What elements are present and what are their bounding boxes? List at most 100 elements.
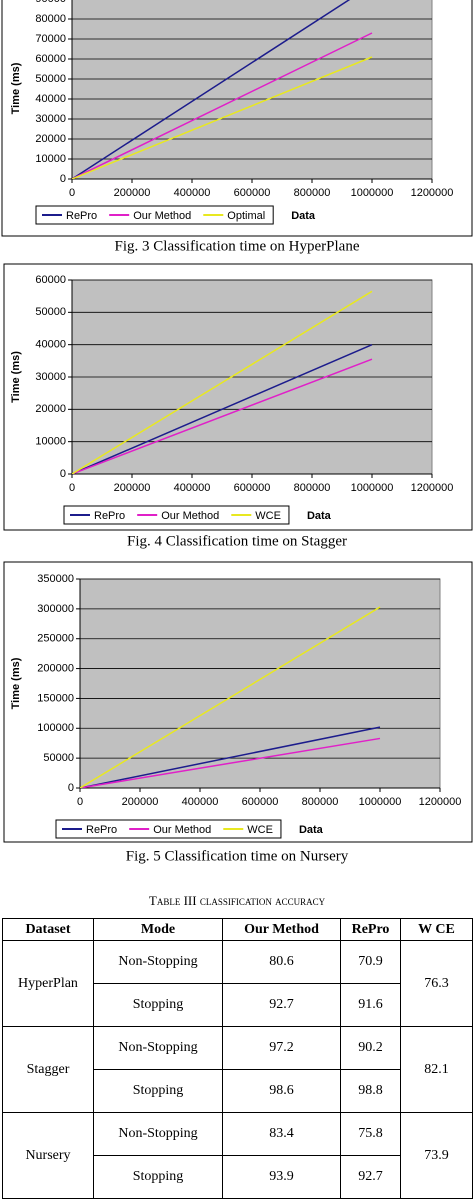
value-cell: 93.9 — [222, 1155, 341, 1199]
y-tick-label: 30000 — [35, 113, 66, 125]
y-axis-label: Time (ms) — [10, 62, 22, 114]
accuracy-table: Dataset Mode Our Method RePro W CE Hyper… — [2, 918, 473, 1199]
mode-cell: Non-Stopping — [93, 940, 223, 984]
figures: 0 10000 20000 30000 40000 50000 60000 70000 8000… — [1, 0, 473, 864]
x-tick-label: 800000 — [302, 796, 339, 808]
series-line — [72, 32, 373, 179]
legend-label: Our Method — [153, 824, 211, 836]
mode-cell: Non-Stopping — [93, 1112, 223, 1156]
series-line — [80, 737, 381, 788]
y-tick-label: 40000 — [35, 93, 66, 105]
x-axis-label: Data — [307, 510, 332, 522]
y-axis-label: Time (ms) — [10, 657, 22, 709]
y-tick-label: 50000 — [43, 752, 74, 764]
series-line — [80, 726, 381, 788]
header-cell: Dataset — [2, 918, 94, 941]
x-tick-label: 800000 — [294, 482, 331, 494]
header-cell: RePro — [340, 918, 401, 941]
x-tick-label: 0 — [69, 187, 75, 199]
x-tick-label: 200000 — [122, 796, 159, 808]
header-cell: W CE — [400, 918, 473, 941]
y-tick-label: 200000 — [37, 662, 74, 674]
value-cell: 82.1 — [400, 1026, 473, 1113]
header-row: Dataset Mode Our Method RePro W CE — [2, 918, 473, 941]
y-tick-label: 20000 — [35, 133, 66, 145]
series-line — [72, 56, 373, 179]
y-tick-label: 60000 — [35, 53, 66, 65]
x-tick-label: 400000 — [174, 482, 211, 494]
caption: Fig. 5 Classification time on Nursery — [126, 848, 349, 864]
y-tick-label: 30000 — [35, 371, 66, 383]
value-cell: 98.8 — [340, 1069, 401, 1113]
x-tick-label: 1200000 — [411, 482, 454, 494]
x-tick-label: 0 — [77, 796, 83, 808]
series-line — [72, 290, 373, 474]
legend-label: RePro — [86, 824, 117, 836]
value-cell: 92.7 — [340, 1155, 401, 1199]
mode-cell: Non-Stopping — [93, 1026, 223, 1070]
legend-label: Optimal — [227, 210, 265, 222]
value-cell: 90.2 — [340, 1026, 401, 1070]
series-line — [72, 343, 373, 474]
series-line — [80, 606, 381, 788]
caption: Fig. 4 Classification time on Stagger — [127, 533, 347, 549]
y-tick-label: 10000 — [35, 436, 66, 448]
legend-box — [63, 505, 290, 525]
legend-label: Our Method — [133, 210, 191, 222]
y-tick-label: 50000 — [35, 73, 66, 85]
x-tick-label: 600000 — [234, 187, 271, 199]
header-cell: Mode — [93, 918, 223, 941]
series-line — [72, 0, 351, 179]
x-tick-label: 600000 — [242, 796, 279, 808]
x-tick-label: 1000000 — [359, 796, 402, 808]
y-axis-label: Time (ms) — [10, 351, 22, 403]
y-tick-label: 70000 — [35, 33, 66, 45]
x-tick-label: 0 — [69, 482, 75, 494]
value-cell: 97.2 — [222, 1026, 341, 1070]
mode-cell: Stopping — [93, 1155, 223, 1199]
legend-box — [55, 819, 282, 839]
y-tick-label: 20000 — [35, 403, 66, 415]
value-cell: 70.9 — [340, 940, 401, 984]
y-tick-label: 40000 — [35, 339, 66, 351]
y-tick-label: 150000 — [37, 692, 74, 704]
x-tick-label: 200000 — [114, 482, 151, 494]
dataset-cell: Nursery — [2, 1112, 94, 1199]
legend-label: Our Method — [161, 510, 219, 522]
plot-area — [79, 578, 441, 789]
y-tick-label: 250000 — [37, 633, 74, 645]
value-cell: 91.6 — [340, 983, 401, 1027]
x-tick-label: 400000 — [182, 796, 219, 808]
caption: Fig. 3 Classification time on HyperPlane — [115, 238, 360, 254]
x-tick-label: 600000 — [234, 482, 271, 494]
y-tick-label: 50000 — [35, 306, 66, 318]
x-tick-label: 1200000 — [411, 187, 454, 199]
value-cell: 92.7 — [222, 983, 341, 1027]
x-tick-label: 400000 — [174, 187, 211, 199]
x-tick-label: 800000 — [294, 187, 331, 199]
value-cell: 76.3 — [400, 940, 473, 1027]
y-tick-label: 10000 — [35, 153, 66, 165]
value-cell: 73.9 — [400, 1112, 473, 1199]
y-tick-label: 100000 — [37, 722, 74, 734]
x-axis-label: Data — [291, 210, 316, 222]
dataset-cell: Stagger — [2, 1026, 94, 1113]
table-title: Table III classification accuracy — [148, 893, 326, 908]
value-cell: 75.8 — [340, 1112, 401, 1156]
y-tick-label: 300000 — [37, 603, 74, 615]
y-tick-label: 60000 — [35, 274, 66, 286]
header-cell: Our Method — [222, 918, 341, 941]
y-tick-label: 350000 — [37, 573, 74, 585]
legend-label: RePro — [66, 210, 97, 222]
mode-cell: Stopping — [93, 1069, 223, 1113]
value-cell: 83.4 — [222, 1112, 341, 1156]
x-tick-label: 1200000 — [419, 796, 462, 808]
x-axis-label: Data — [299, 824, 324, 836]
x-tick-label: 1000000 — [351, 187, 394, 199]
x-tick-label: 200000 — [114, 187, 151, 199]
value-cell: 98.6 — [222, 1069, 341, 1113]
y-tick-label: 0 — [68, 782, 74, 794]
x-tick-label: 1000000 — [351, 482, 394, 494]
legend-box — [35, 205, 274, 225]
